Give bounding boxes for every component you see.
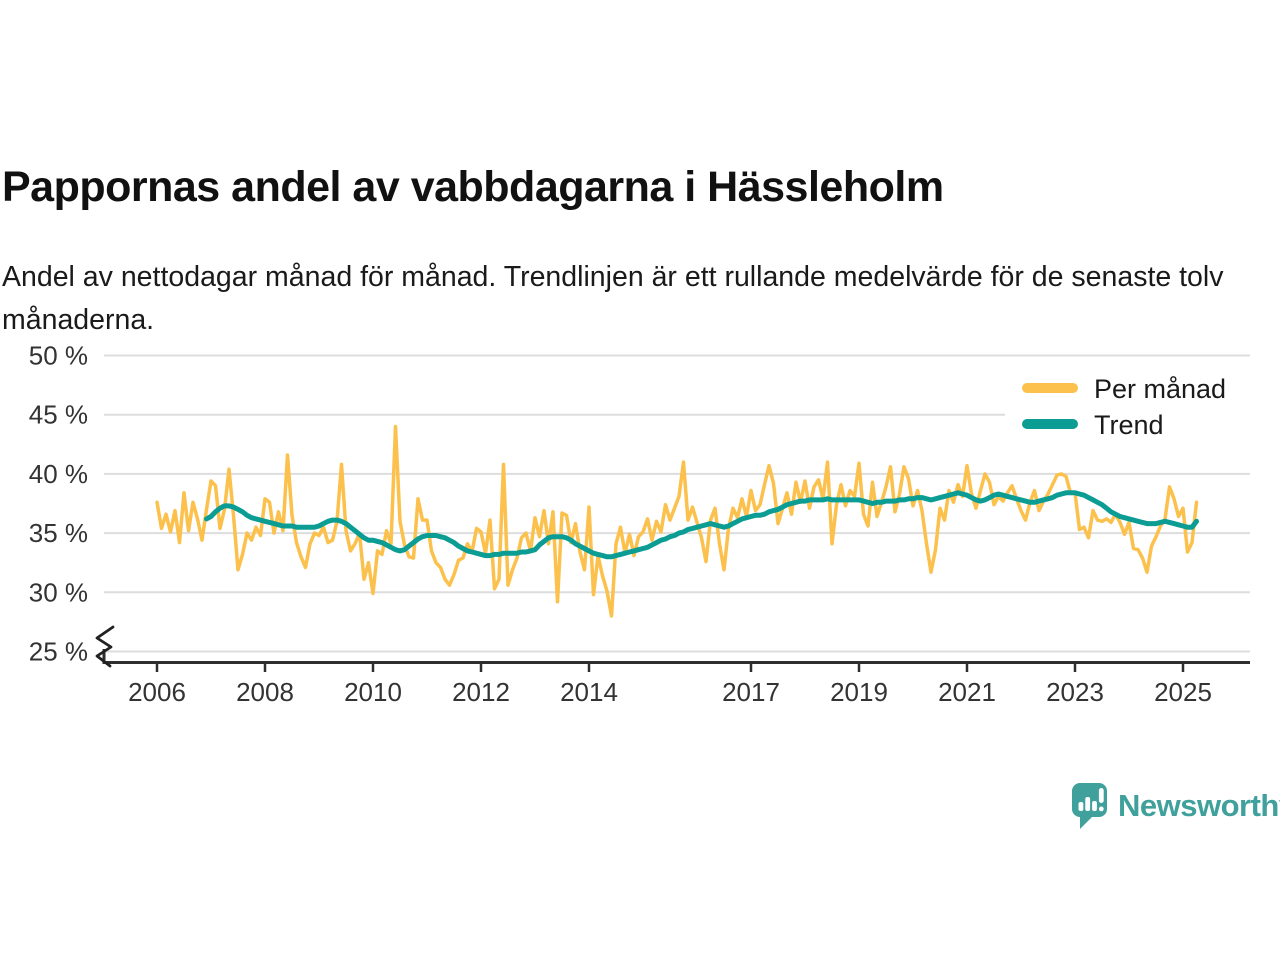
series-line-trend: [204, 490, 1199, 560]
legend-label-trend: Trend: [1094, 410, 1164, 440]
x-axis-labels: 2006 2008 2010 2012 2014 2017 2019 2021 …: [128, 677, 1212, 707]
y-tick-label: 35 %: [29, 518, 88, 548]
y-tick-label: 30 %: [29, 577, 88, 607]
y-tick-label: 45 %: [29, 400, 88, 430]
x-tick-label: 2021: [938, 677, 996, 707]
chart-subtitle: Andel av nettodagar månad för månad. Tre…: [2, 260, 1224, 336]
newsworthy-speech-bubble-bar-chart-icon: [1072, 783, 1107, 829]
y-tick-label: 50 %: [29, 341, 88, 371]
legend: Per månad Trend: [1005, 366, 1263, 444]
legend-swatch-trend: [1022, 419, 1078, 429]
legend-label-per-manad: Per månad: [1094, 374, 1226, 404]
y-axis-break-icon: [95, 625, 115, 668]
y-tick-label: 25 %: [29, 637, 88, 667]
brand-name: Newsworthy: [1118, 788, 1280, 823]
series-lines: [155, 424, 1199, 618]
legend-swatch-per-manad: [1022, 383, 1078, 393]
x-tick-label: 2023: [1046, 677, 1104, 707]
x-tick-label: 2014: [560, 677, 618, 707]
x-tick-label: 2019: [830, 677, 888, 707]
x-tick-label: 2025: [1154, 677, 1212, 707]
series-line-per-manad: [155, 424, 1199, 618]
x-tick-label: 2010: [344, 677, 402, 707]
chart-title: Pappornas andel av vabbdagarna i Hässleh…: [2, 162, 944, 211]
x-tick-label: 2017: [722, 677, 780, 707]
y-tick-label: 40 %: [29, 459, 88, 489]
y-axis-labels: 50 % 45 % 40 % 35 % 30 % 25 %: [29, 341, 88, 667]
legend-background: [1005, 366, 1263, 444]
newsworthy-logo: Newsworthy: [1072, 783, 1280, 829]
x-tick-label: 2012: [452, 677, 510, 707]
x-axis-ticks: [155, 663, 1185, 672]
x-tick-label: 2008: [236, 677, 294, 707]
x-tick-label: 2006: [128, 677, 186, 707]
